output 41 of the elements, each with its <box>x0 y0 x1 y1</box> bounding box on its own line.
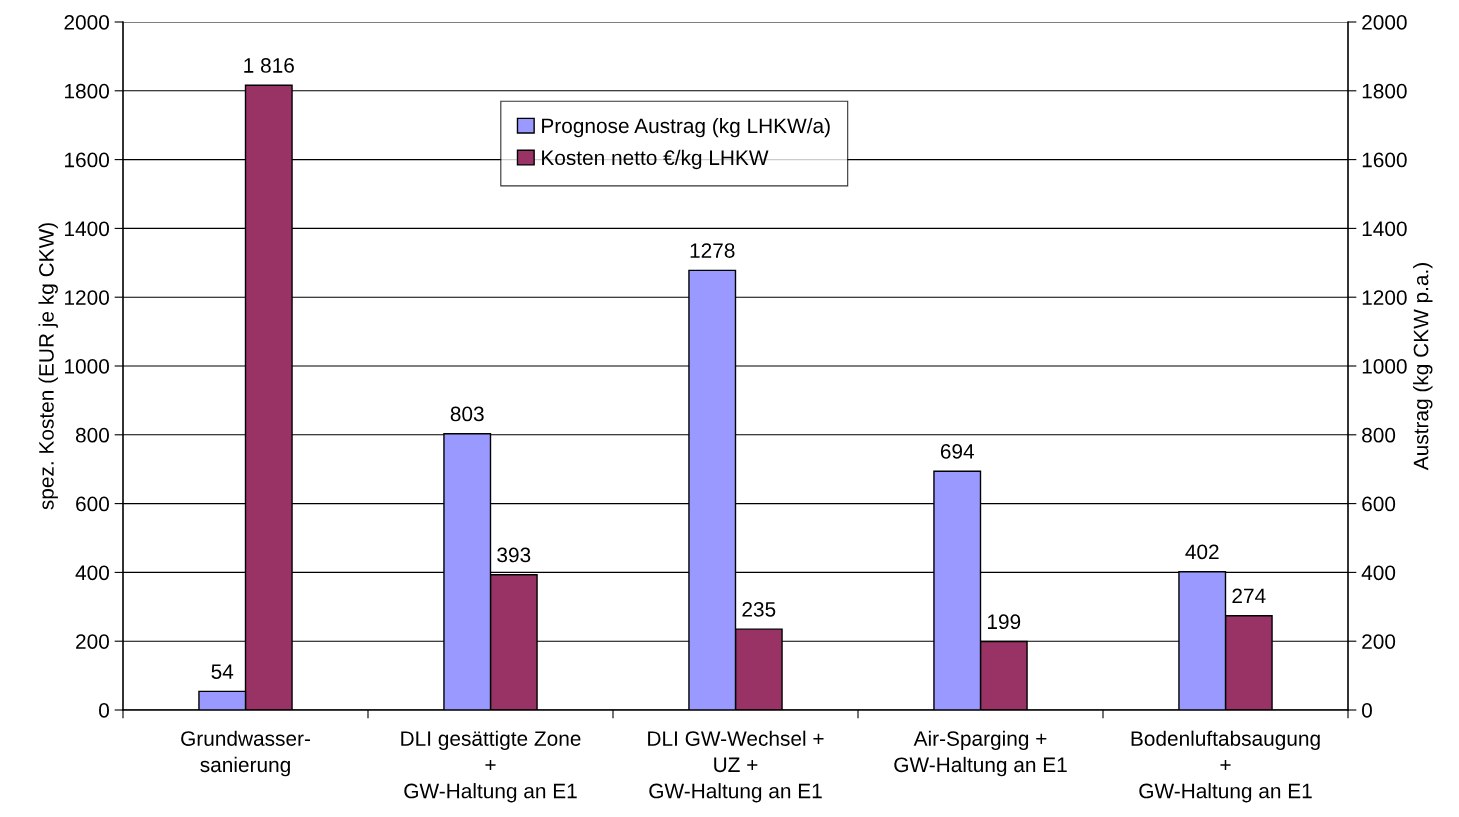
y-tick-label: 1400 <box>65 221 109 237</box>
y-tick-label: 2000 <box>64 15 109 30</box>
y2-tick-label: 600 <box>1362 496 1396 512</box>
data-label: 1278 <box>690 243 735 258</box>
y-tick-label: 800 <box>75 427 109 443</box>
x-tick-label: DLI GW-Wechsel + UZ + GW-Haltung an E1 <box>648 730 824 803</box>
legend-label: Kosten netto €/kg LHKW <box>542 149 769 170</box>
x-tick-label: DLI gesättigte Zone + GW-Haltung an E1 <box>401 730 581 803</box>
data-label: 235 <box>742 601 776 617</box>
x-tick-label: Grundwasser- sanierung <box>181 730 310 777</box>
y2-tick-label: 1600 <box>1362 152 1407 168</box>
data-label: 1 816 <box>244 58 294 73</box>
y-axis-title: spez. Kosten (EUR je kg CKW) <box>38 223 58 510</box>
y-tick-label: 1200 <box>65 290 109 305</box>
y-tick-label: 400 <box>75 565 109 581</box>
y-tick-label: 200 <box>76 634 109 649</box>
x-tick-label: Bodenluftabsaugung + GW-Haltung an E1 <box>1131 730 1320 803</box>
y2-tick-label: 800 <box>1362 427 1396 443</box>
x-tick-label: Air-Sparging + GW-Haltung an E1 <box>894 730 1067 777</box>
data-label: 54 <box>211 664 234 679</box>
y2-tick-label: 1000 <box>1362 359 1407 374</box>
data-label: 274 <box>1232 588 1266 604</box>
data-label: 402 <box>1185 544 1219 560</box>
data-label: 694 <box>940 444 974 459</box>
y2-tick-label: 2000 <box>1362 15 1407 30</box>
y-tick-label: 0 <box>99 703 109 718</box>
y2-tick-label: 1400 <box>1362 221 1407 237</box>
legend-label: Prognose Austrag (kg LHKW/a) <box>542 117 830 138</box>
data-label: 199 <box>987 614 1021 630</box>
data-label: 393 <box>497 547 531 563</box>
y-tick-label: 600 <box>76 496 109 512</box>
y2-axis-title: Austrag (kg CKW p.a.) <box>1413 263 1433 471</box>
y-tick-label: 1600 <box>65 152 109 168</box>
y-tick-label: 1800 <box>65 83 109 99</box>
y2-tick-label: 200 <box>1362 634 1396 649</box>
y2-tick-label: 1200 <box>1362 290 1407 305</box>
y-tick-label: 1000 <box>65 359 109 374</box>
y2-tick-label: 0 <box>1362 703 1372 718</box>
y2-tick-label: 1800 <box>1362 83 1407 99</box>
data-label: 803 <box>450 406 484 422</box>
y2-tick-label: 400 <box>1361 565 1396 581</box>
